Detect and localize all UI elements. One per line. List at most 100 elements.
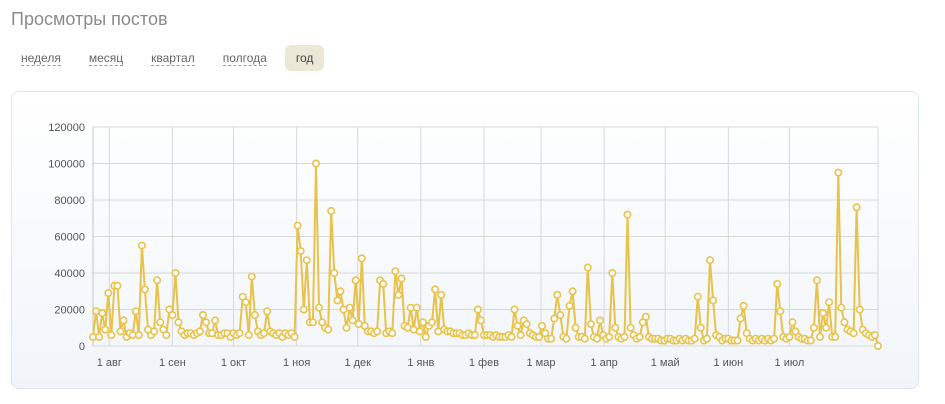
- tab-quarter[interactable]: квартал: [151, 50, 195, 66]
- data-point[interactable]: [547, 334, 556, 343]
- data-point[interactable]: [788, 318, 797, 327]
- data-point[interactable]: [379, 279, 388, 288]
- data-point[interactable]: [168, 310, 177, 319]
- data-point[interactable]: [635, 332, 644, 341]
- data-point[interactable]: [840, 318, 849, 327]
- data-point[interactable]: [785, 332, 794, 341]
- data-point[interactable]: [412, 303, 421, 312]
- data-point[interactable]: [431, 285, 440, 294]
- data-point[interactable]: [171, 268, 180, 277]
- data-point[interactable]: [693, 292, 702, 301]
- data-point[interactable]: [327, 206, 336, 215]
- data-point[interactable]: [855, 305, 864, 314]
- data-point[interactable]: [299, 305, 308, 314]
- data-point[interactable]: [101, 325, 110, 334]
- data-point[interactable]: [870, 331, 879, 340]
- tab-month[interactable]: месяц: [88, 50, 124, 66]
- data-point[interactable]: [583, 263, 592, 272]
- data-point[interactable]: [513, 321, 522, 330]
- tab-year[interactable]: год: [284, 45, 325, 71]
- data-point[interactable]: [739, 301, 748, 310]
- data-point[interactable]: [470, 331, 479, 340]
- data-point[interactable]: [690, 334, 699, 343]
- data-point[interactable]: [592, 334, 601, 343]
- data-point[interactable]: [211, 316, 220, 325]
- data-point[interactable]: [565, 301, 574, 310]
- data-point[interactable]: [357, 254, 366, 263]
- data-point[interactable]: [330, 268, 339, 277]
- data-point[interactable]: [568, 287, 577, 296]
- data-point[interactable]: [311, 159, 320, 168]
- data-point[interactable]: [95, 332, 104, 341]
- data-point[interactable]: [733, 336, 742, 345]
- data-point[interactable]: [736, 314, 745, 323]
- data-point[interactable]: [104, 289, 113, 298]
- data-point[interactable]: [849, 329, 858, 338]
- data-point[interactable]: [776, 307, 785, 316]
- data-point[interactable]: [302, 256, 311, 265]
- data-point[interactable]: [556, 310, 565, 319]
- data-point[interactable]: [550, 314, 559, 323]
- data-point[interactable]: [822, 323, 831, 332]
- data-point[interactable]: [812, 276, 821, 285]
- data-point[interactable]: [134, 331, 143, 340]
- data-point[interactable]: [709, 296, 718, 305]
- data-point[interactable]: [571, 323, 580, 332]
- data-point[interactable]: [308, 318, 317, 327]
- data-point[interactable]: [397, 274, 406, 283]
- data-point[interactable]: [250, 310, 259, 319]
- data-point[interactable]: [290, 332, 299, 341]
- data-point[interactable]: [195, 327, 204, 336]
- data-point[interactable]: [696, 323, 705, 332]
- data-point[interactable]: [806, 336, 815, 345]
- data-point[interactable]: [324, 325, 333, 334]
- data-point[interactable]: [333, 296, 342, 305]
- data-point[interactable]: [137, 241, 146, 250]
- data-point[interactable]: [348, 316, 357, 325]
- data-point[interactable]: [809, 323, 818, 332]
- data-point[interactable]: [140, 285, 149, 294]
- data-point[interactable]: [113, 281, 122, 290]
- data-point[interactable]: [702, 334, 711, 343]
- data-point[interactable]: [476, 316, 485, 325]
- data-point[interactable]: [834, 168, 843, 177]
- data-point[interactable]: [825, 298, 834, 307]
- data-point[interactable]: [174, 318, 183, 327]
- data-point[interactable]: [156, 318, 165, 327]
- data-point[interactable]: [507, 332, 516, 341]
- tab-week[interactable]: неделя: [21, 50, 61, 66]
- data-point[interactable]: [336, 287, 345, 296]
- data-point[interactable]: [235, 329, 244, 338]
- data-point[interactable]: [98, 309, 107, 318]
- data-point[interactable]: [873, 341, 882, 350]
- data-point[interactable]: [818, 309, 827, 318]
- data-point[interactable]: [815, 332, 824, 341]
- data-point[interactable]: [199, 310, 208, 319]
- data-point[interactable]: [580, 334, 589, 343]
- data-point[interactable]: [247, 272, 256, 281]
- data-point[interactable]: [770, 334, 779, 343]
- data-point[interactable]: [553, 290, 562, 299]
- data-point[interactable]: [562, 334, 571, 343]
- data-point[interactable]: [534, 332, 543, 341]
- data-point[interactable]: [296, 247, 305, 256]
- data-point[interactable]: [522, 320, 531, 329]
- data-point[interactable]: [516, 331, 525, 340]
- data-point[interactable]: [705, 256, 714, 265]
- data-point[interactable]: [373, 327, 382, 336]
- data-point[interactable]: [473, 305, 482, 314]
- data-point[interactable]: [342, 323, 351, 332]
- data-point[interactable]: [611, 323, 620, 332]
- data-point[interactable]: [510, 305, 519, 314]
- data-point[interactable]: [586, 320, 595, 329]
- data-point[interactable]: [852, 203, 861, 212]
- data-point[interactable]: [418, 318, 427, 327]
- data-point[interactable]: [595, 316, 604, 325]
- tab-half-year[interactable]: полгода: [222, 50, 267, 66]
- data-point[interactable]: [244, 331, 253, 340]
- data-point[interactable]: [119, 316, 128, 325]
- data-point[interactable]: [314, 303, 323, 312]
- data-point[interactable]: [437, 290, 446, 299]
- data-point[interactable]: [620, 332, 629, 341]
- data-point[interactable]: [427, 318, 436, 327]
